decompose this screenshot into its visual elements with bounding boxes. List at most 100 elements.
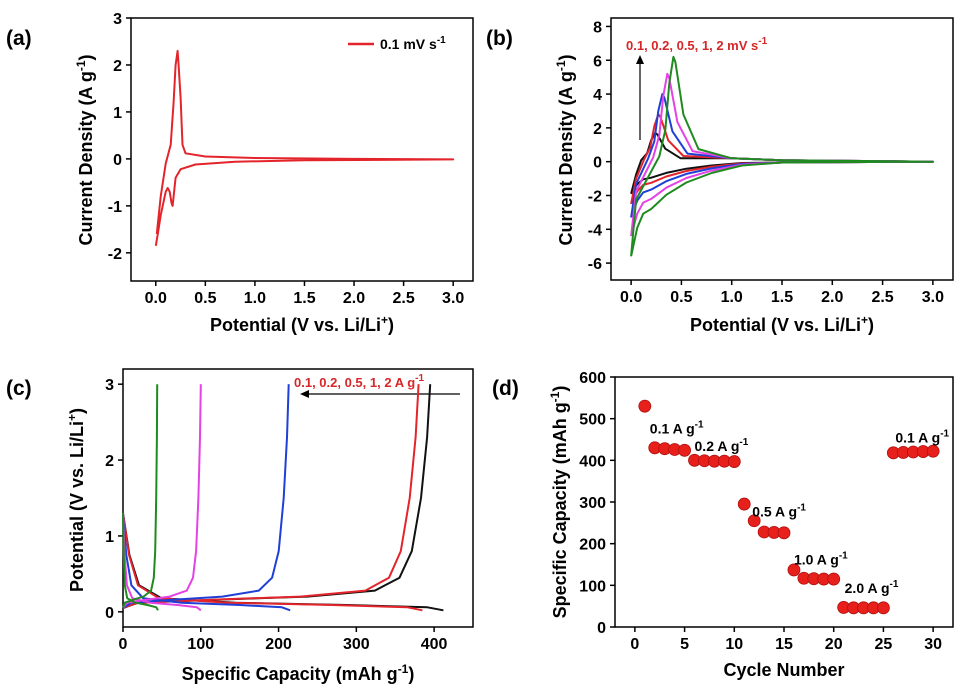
xtick-label-a: 1.0 xyxy=(244,290,266,307)
yaxis-title-d: Specific Capacity (mAh g-1) xyxy=(548,386,570,619)
xtick-label-a: 2.5 xyxy=(392,290,414,307)
panel-label-d: (d) xyxy=(492,377,519,400)
ytick-label-b: -2 xyxy=(588,188,602,205)
xtick-label-d: 15 xyxy=(775,636,793,653)
xtick-label-b: 1.0 xyxy=(721,289,743,306)
rate-label-d: 1.0 A g-1 xyxy=(794,551,848,568)
charge-curve-c xyxy=(122,384,202,609)
rate-label-d: 0.1 A g-1 xyxy=(895,428,949,445)
ytick-label-d: 600 xyxy=(579,370,606,387)
ytick-label-d: 500 xyxy=(579,412,606,429)
xtick-label-c: 200 xyxy=(265,636,292,653)
charge-curve-c xyxy=(122,384,290,609)
ytick-label-a: 0 xyxy=(113,152,122,169)
panel-label-b: (b) xyxy=(486,27,513,50)
rate-label-d: 0.2 A g-1 xyxy=(695,437,749,454)
charge-curve-c xyxy=(122,384,159,609)
ytick-label-c: 3 xyxy=(105,377,114,394)
xtick-label-b: 2.0 xyxy=(821,289,843,306)
ytick-label-d: 0 xyxy=(597,620,606,637)
ytick-label-a: -2 xyxy=(108,246,122,263)
xtick-label-d: 5 xyxy=(680,636,689,653)
rate-label-d: 0.1 A g-1 xyxy=(650,419,704,436)
discharge-curve-c xyxy=(122,513,202,612)
discharge-curve-c xyxy=(122,513,291,612)
xtick-label-b: 3.0 xyxy=(922,289,944,306)
capacity-point-d xyxy=(747,514,761,528)
capacity-point-d xyxy=(777,526,791,540)
xaxis-title-c: Specific Capacity (mAh g-1) xyxy=(182,662,415,684)
xtick-label-b: 1.5 xyxy=(771,289,793,306)
capacity-point-d xyxy=(877,601,890,615)
scan-rate-arrowhead-b xyxy=(636,55,644,64)
cv-curve-b xyxy=(630,55,934,257)
discharge-curve-c xyxy=(122,513,423,612)
yaxis-title-a: Current Density (A g-1) xyxy=(74,54,96,245)
ytick-label-c: 0 xyxy=(105,605,114,622)
charge-curve-c xyxy=(122,384,432,609)
xtick-label-a: 1.5 xyxy=(293,290,315,307)
ytick-label-a: -1 xyxy=(108,199,122,216)
xtick-label-b: 0.0 xyxy=(620,289,642,306)
capacity-point-d xyxy=(727,455,741,468)
panel-label-c: (c) xyxy=(6,377,32,400)
ytick-label-c: 1 xyxy=(105,529,114,546)
legend-label-a: 0.1 mV s-1 xyxy=(380,35,446,52)
scan-rate-annotation-b: 0.1, 0.2, 0.5, 1, 2 mV s-1 xyxy=(626,36,768,53)
xtick-label-a: 3.0 xyxy=(442,290,464,307)
ytick-label-d: 100 xyxy=(579,578,606,595)
ytick-label-a: 2 xyxy=(113,58,122,75)
ytick-label-a: 1 xyxy=(113,105,122,122)
yaxis-title-b: Current Density (A g-1) xyxy=(554,54,576,245)
ytick-label-b: 2 xyxy=(593,121,602,138)
xaxis-title-b: Potential (V vs. Li/Li+) xyxy=(690,313,874,335)
plot-frame-a xyxy=(130,17,474,282)
ytick-label-b: 8 xyxy=(593,19,602,36)
panel-label-a: (a) xyxy=(6,27,32,50)
plot-frame-c xyxy=(122,368,474,628)
xtick-label-d: 20 xyxy=(825,636,843,653)
ytick-label-b: -4 xyxy=(588,222,602,239)
ytick-label-c: 2 xyxy=(105,453,114,470)
capacity-point-d xyxy=(926,444,940,458)
ytick-label-b: 0 xyxy=(593,155,602,172)
cv-curve-b xyxy=(630,113,934,205)
charge-curve-c xyxy=(122,384,420,609)
xtick-label-c: 300 xyxy=(343,636,370,653)
current-density-arrowhead-c xyxy=(300,390,309,398)
ytick-label-a: 3 xyxy=(113,11,122,28)
capacity-point-d xyxy=(638,399,652,413)
current-density-annotation-c: 0.1, 0.2, 0.5, 1, 2 A g-1 xyxy=(294,373,425,390)
xaxis-title-a: Potential (V vs. Li/Li+) xyxy=(210,313,394,335)
xtick-label-d: 10 xyxy=(725,636,743,653)
xtick-label-b: 0.5 xyxy=(670,289,692,306)
ytick-label-b: 4 xyxy=(593,87,602,104)
capacity-point-d xyxy=(737,497,751,511)
xtick-label-d: 25 xyxy=(875,636,893,653)
ytick-label-b: 6 xyxy=(593,53,602,70)
xaxis-title-d: Cycle Number xyxy=(723,660,844,680)
capacity-point-d xyxy=(678,443,691,457)
ytick-label-d: 200 xyxy=(579,537,606,554)
xtick-label-d: 0 xyxy=(630,636,639,653)
ytick-label-d: 400 xyxy=(579,453,606,470)
xtick-label-c: 0 xyxy=(119,636,128,653)
xtick-label-a: 0.0 xyxy=(145,290,167,307)
ytick-label-d: 300 xyxy=(579,495,606,512)
yaxis-title-c: Potential (V vs. Li/Li+) xyxy=(65,408,87,592)
cv-curve-a xyxy=(154,49,455,246)
xtick-label-b: 2.5 xyxy=(871,289,893,306)
capacity-point-d xyxy=(787,563,801,577)
xtick-label-a: 0.5 xyxy=(194,290,216,307)
rate-label-d: 0.5 A g-1 xyxy=(752,503,806,520)
xtick-label-c: 400 xyxy=(421,636,448,653)
plot-frame-b xyxy=(610,17,954,281)
xtick-label-d: 30 xyxy=(924,636,942,653)
capacity-point-d xyxy=(827,572,841,586)
ytick-label-b: -6 xyxy=(588,256,602,273)
xtick-label-a: 2.0 xyxy=(343,290,365,307)
rate-label-d: 2.0 A g-1 xyxy=(845,579,899,596)
plot-frame-d xyxy=(614,376,954,628)
xtick-label-c: 100 xyxy=(187,636,214,653)
